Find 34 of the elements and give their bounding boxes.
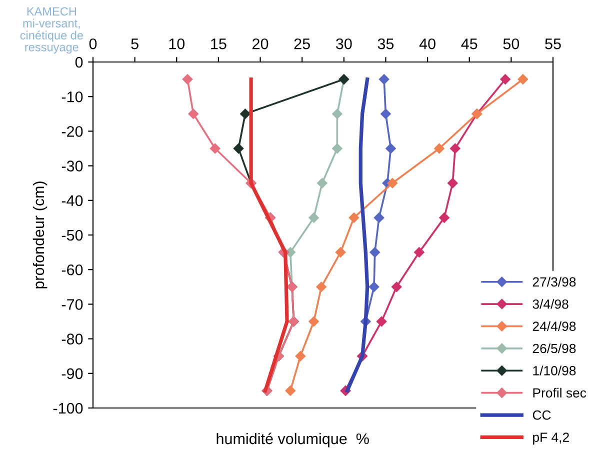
legend-label: 26/5/98 [532, 343, 576, 354]
x-tick-label: 50 [503, 38, 520, 50]
y-tick-label: -60 [62, 264, 83, 276]
y-tick-label: -20 [62, 126, 83, 137]
x-tick-label: 55 [545, 38, 561, 50]
x-tick-label: 0 [89, 38, 97, 50]
x-tick-label: 5 [131, 38, 138, 50]
y-axis-title: profondeur (cm) [32, 182, 48, 288]
x-tick-label: 15 [211, 38, 226, 50]
legend-label: Profil sec [533, 388, 586, 398]
x-tick-label: 45 [461, 38, 478, 50]
legend-label: pF 4,2 [533, 432, 569, 445]
x-tick-label: 20 [252, 38, 268, 50]
x-tick-label: 25 [294, 38, 310, 50]
y-tick-label: -80 [62, 334, 83, 344]
legend-label: 3/4/98 [532, 299, 568, 309]
legend-label: 1/10/98 [533, 366, 576, 376]
y-tick-label: -100 [53, 402, 83, 414]
x-axis-title: humidité volumique % [216, 432, 369, 448]
legend-label: 27/3/98 [532, 276, 576, 287]
legend-label: 24/4/98 [532, 321, 576, 331]
y-tick-label: 0 [75, 56, 83, 68]
x-tick-label: 10 [169, 38, 185, 50]
y-tick-label: -30 [62, 160, 83, 172]
legend-label: CC [532, 410, 551, 420]
text: KAMECH mi-versant, cinétique de ressuyage [20, 7, 83, 54]
y-tick-label: -40 [62, 195, 83, 206]
y-tick-label: -50 [62, 230, 83, 241]
x-tick-label: 35 [378, 38, 394, 50]
y-tick-label: -10 [62, 91, 83, 102]
y-tick-label: -70 [62, 299, 83, 310]
x-tick-label: 30 [336, 38, 352, 50]
y-tick-label: -90 [62, 368, 83, 380]
x-tick-label: 40 [419, 38, 436, 50]
